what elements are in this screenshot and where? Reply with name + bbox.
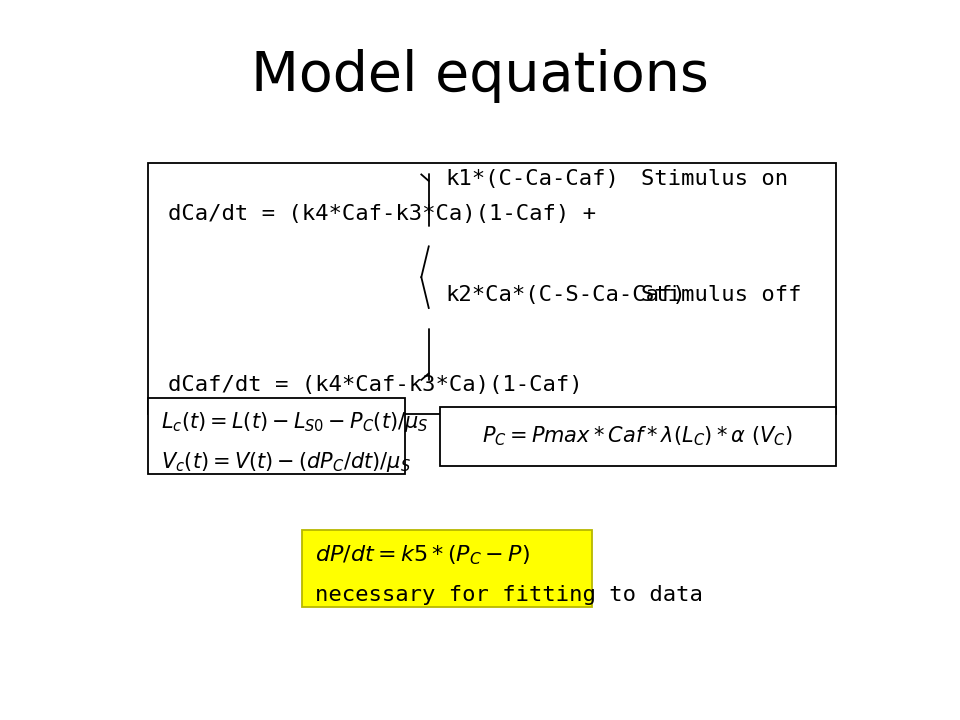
- Text: dCa/dt = (k4*Caf-k3*Ca)(1-Caf) +: dCa/dt = (k4*Caf-k3*Ca)(1-Caf) +: [168, 204, 596, 224]
- Text: necessary for fitting to data: necessary for fitting to data: [315, 585, 703, 605]
- Bar: [302, 530, 592, 607]
- Bar: [148, 397, 405, 474]
- Text: k2*Ca*(C-S-Ca-Caf): k2*Ca*(C-S-Ca-Caf): [445, 285, 686, 305]
- Text: dCaf/dt = (k4*Caf-k3*Ca)(1-Caf): dCaf/dt = (k4*Caf-k3*Ca)(1-Caf): [168, 375, 583, 395]
- Bar: [440, 408, 836, 466]
- Text: k1*(C-Ca-Caf): k1*(C-Ca-Caf): [445, 169, 620, 189]
- Text: Stimulus on: Stimulus on: [641, 169, 788, 189]
- Text: Stimulus off: Stimulus off: [641, 285, 802, 305]
- Text: $V_c(t) = V(t) - (dP_C/dt)/\mu_S$: $V_c(t) = V(t) - (dP_C/dt)/\mu_S$: [161, 450, 411, 474]
- Text: $dP/dt = k5 * (P_C - P)$: $dP/dt = k5 * (P_C - P)$: [315, 543, 530, 567]
- Bar: [148, 163, 836, 414]
- Text: $P_C = Pmax * Caf * \lambda(L_C) * \alpha\ (V_C)$: $P_C = Pmax * Caf * \lambda(L_C) * \alph…: [483, 425, 793, 449]
- Text: $L_c(t) = L(t) - L_{S0} - P_C(t)/\mu_S$: $L_c(t) = L(t) - L_{S0} - P_C(t)/\mu_S$: [161, 410, 428, 433]
- Text: Model equations: Model equations: [252, 49, 708, 102]
